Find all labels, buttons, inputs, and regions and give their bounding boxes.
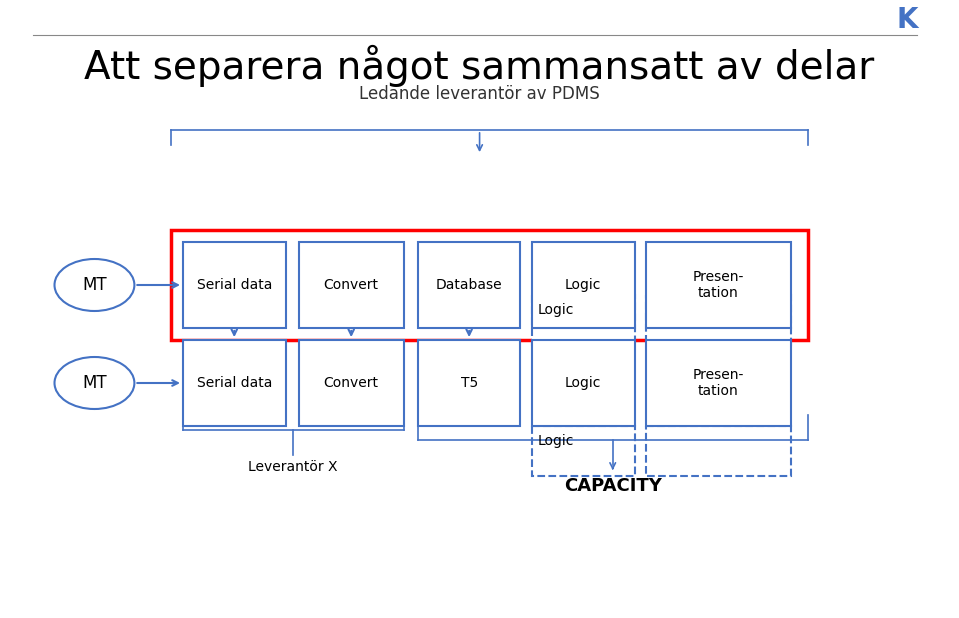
Text: Serial data: Serial data [197,376,272,390]
Bar [646,242,790,328]
Text: Presen-
tation: Presen- tation [692,270,744,300]
Bar [299,340,404,426]
Text: Convert: Convert [324,376,379,390]
Bar [183,242,286,328]
Ellipse shape [55,357,134,409]
Bar [532,295,635,345]
Bar [418,242,521,328]
Text: Presen-
tation: Presen- tation [692,368,744,398]
Text: Database: Database [435,278,503,292]
Bar [171,230,807,340]
Text: Leverantör X: Leverantör X [248,460,338,474]
Text: T5: T5 [460,376,478,390]
Text: K: K [897,6,919,34]
Text: Logic: Logic [538,303,574,317]
Bar [532,340,635,426]
Text: Logic: Logic [538,434,574,448]
Text: Convert: Convert [324,278,379,292]
Text: CAPACITY: CAPACITY [564,477,662,495]
Bar [646,340,790,426]
Bar [299,242,404,328]
Bar [532,242,635,328]
Text: Logic: Logic [565,376,601,390]
Bar [646,295,790,345]
Text: Ledande leverantör av PDMS: Ledande leverantör av PDMS [360,85,600,103]
Text: Att separera något sammansatt av delar: Att separera något sammansatt av delar [84,45,875,87]
Bar [646,426,790,476]
Ellipse shape [55,259,134,311]
Bar [532,426,635,476]
Text: Logic: Logic [565,278,601,292]
Bar [183,340,286,426]
Text: Serial data: Serial data [197,278,272,292]
Text: MT: MT [82,276,106,294]
Text: MT: MT [82,374,106,392]
Bar [418,340,521,426]
